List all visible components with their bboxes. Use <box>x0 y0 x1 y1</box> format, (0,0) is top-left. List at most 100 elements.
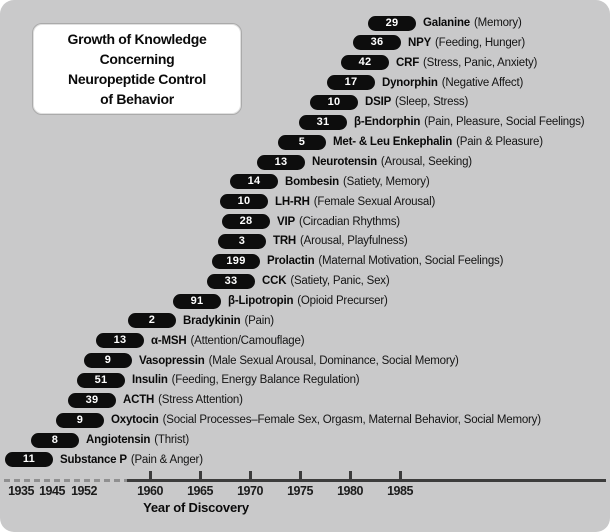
count-badge: 9 <box>56 412 104 428</box>
peptide-row: 2 Bradykinin (Pain) <box>128 313 274 329</box>
peptide-row: 33 CCK (Satiety, Panic, Sex) <box>207 273 390 289</box>
peptide-row: 10 DSIP (Sleep, Stress) <box>310 94 468 110</box>
axis-tick <box>249 471 252 479</box>
peptide-functions: (Arousal, Playfulness) <box>300 235 408 248</box>
peptide-functions: (Female Sexual Arousal) <box>313 195 436 208</box>
peptide-name: Bradykinin <box>183 314 241 327</box>
chart-title-line: Neuropeptide Control <box>68 71 206 87</box>
count-badge: 8 <box>31 432 79 448</box>
peptide-row: 28 VIP (Circadian Rhythms) <box>222 214 400 230</box>
peptide-functions: (Attention/Camouflage) <box>190 334 305 347</box>
peptide-name: NPY <box>408 36 432 49</box>
peptide-functions: (Satiety, Panic, Sex) <box>290 275 390 288</box>
peptide-name: CCK <box>262 275 287 288</box>
peptide-functions: (Pain) <box>244 314 274 327</box>
peptide-row: 5 Met- & Leu Enkephalin (Pain & Pleasure) <box>278 134 543 150</box>
count-badge: 36 <box>353 35 401 51</box>
peptide-row: 42 CRF (Stress, Panic, Anxiety) <box>341 55 537 71</box>
count-badge: 17 <box>327 75 375 91</box>
peptide-name: Angiotensin <box>86 434 151 447</box>
peptide-row: 14 Bombesin (Satiety, Memory) <box>230 174 430 190</box>
peptide-row: 91 β-Lipotropin (Opioid Precurser) <box>173 293 388 309</box>
count-badge: 42 <box>341 55 389 71</box>
axis-tick-label: 1970 <box>237 484 263 498</box>
peptide-name: Substance P <box>60 453 127 466</box>
peptide-row: 11 Substance P (Pain & Anger) <box>5 452 203 468</box>
peptide-row: 9 Oxytocin (Social Processes–Female Sex, O… <box>56 412 541 428</box>
axis-tick-label: 1965 <box>187 484 213 498</box>
peptide-functions: (Pain & Pleasure) <box>456 136 543 149</box>
peptide-functions: (Arousal, Seeking) <box>380 156 472 169</box>
count-badge: 13 <box>96 333 144 349</box>
peptide-name: DSIP <box>365 96 392 109</box>
peptide-functions: (Thrist) <box>154 434 190 447</box>
peptide-name: CRF <box>396 56 420 69</box>
count-badge: 11 <box>5 452 53 468</box>
count-badge: 9 <box>84 353 132 369</box>
axis-tick-label: 1980 <box>337 484 363 498</box>
count-badge: 3 <box>218 233 266 249</box>
count-badge: 2 <box>128 313 176 329</box>
peptide-name: VIP <box>277 215 295 228</box>
peptide-name: Galanine <box>423 17 470 29</box>
peptide-functions: (Stress Attention) <box>158 394 243 407</box>
axis-tick <box>349 471 352 479</box>
axis-tick-label: 1960 <box>137 484 163 498</box>
chart-title-line: of Behavior <box>100 91 174 107</box>
peptide-functions: (Pain, Pleasure, Social Feelings) <box>424 116 585 129</box>
peptide-name: Neurotensin <box>312 156 377 169</box>
count-badge: 91 <box>173 293 221 309</box>
peptide-functions: (Feeding, Hunger) <box>435 36 525 49</box>
count-badge: 10 <box>220 194 268 210</box>
peptide-row: 199 Prolactin (Maternal Motivation, Social… <box>212 253 503 269</box>
peptide-row: 36 NPY (Feeding, Hunger) <box>353 35 525 51</box>
peptide-functions: (Feeding, Energy Balance Regulation) <box>171 374 360 387</box>
axis-tick <box>149 471 152 479</box>
axis-tick <box>299 471 302 479</box>
peptide-row: 8 Angiotensin (Thrist) <box>31 432 189 448</box>
peptide-name: Insulin <box>132 374 168 387</box>
count-badge: 33 <box>207 273 255 289</box>
peptide-functions: (Satiety, Memory) <box>343 175 430 188</box>
x-axis-title: Year of Discovery <box>143 500 249 515</box>
peptide-functions: (Circadian Rhythms) <box>298 215 400 228</box>
peptide-name: ACTH <box>123 394 155 407</box>
count-badge: 31 <box>299 114 347 130</box>
peptide-row: 51 Insulin (Feeding, Energy Balance Regula… <box>77 372 360 388</box>
count-badge: 28 <box>222 214 270 230</box>
peptide-row: 17 Dynorphin (Negative Affect) <box>327 75 523 91</box>
peptide-name: Dynorphin <box>382 76 438 89</box>
peptide-name: α-MSH <box>151 334 187 347</box>
axis-pre-label: 1945 <box>39 484 65 498</box>
axis-tick <box>199 471 202 479</box>
peptide-functions: (Negative Affect) <box>441 76 524 89</box>
count-badge: 199 <box>212 253 260 269</box>
peptide-name: β-Lipotropin <box>228 295 294 308</box>
count-badge: 39 <box>68 392 116 408</box>
peptide-name: Vasopressin <box>139 354 205 367</box>
peptide-row: 9 Vasopressin (Male Sexual Arousal, Domina… <box>84 353 459 369</box>
axis-tick <box>399 471 402 479</box>
count-badge: 10 <box>310 94 358 110</box>
peptide-name: LH-RH <box>275 195 310 208</box>
count-badge: 14 <box>230 174 278 190</box>
count-badge: 13 <box>257 154 305 170</box>
axis-pre-label: 1935 <box>8 484 34 498</box>
peptide-name: Prolactin <box>267 255 315 268</box>
x-axis-dashed-segment <box>4 479 127 482</box>
peptide-row: 13 Neurotensin (Arousal, Seeking) <box>257 154 472 170</box>
peptide-row: 13 α-MSH (Attention/Camouflage) <box>96 333 305 349</box>
peptide-functions: (Memory) <box>473 17 522 29</box>
peptide-functions: (Pain & Anger) <box>130 453 203 466</box>
axis-tick-label: 1985 <box>387 484 413 498</box>
peptide-row: 39 ACTH (Stress Attention) <box>68 392 243 408</box>
peptide-functions: (Opioid Precurser) <box>297 295 388 308</box>
count-badge: 29 <box>368 15 416 31</box>
peptide-name: Bombesin <box>285 175 339 188</box>
axis-tick-label: 1975 <box>287 484 313 498</box>
x-axis-solid-segment <box>127 479 606 482</box>
count-badge: 51 <box>77 372 125 388</box>
peptide-functions: (Social Processes–Female Sex, Orgasm, Ma… <box>162 414 541 427</box>
count-badge: 5 <box>278 134 326 150</box>
